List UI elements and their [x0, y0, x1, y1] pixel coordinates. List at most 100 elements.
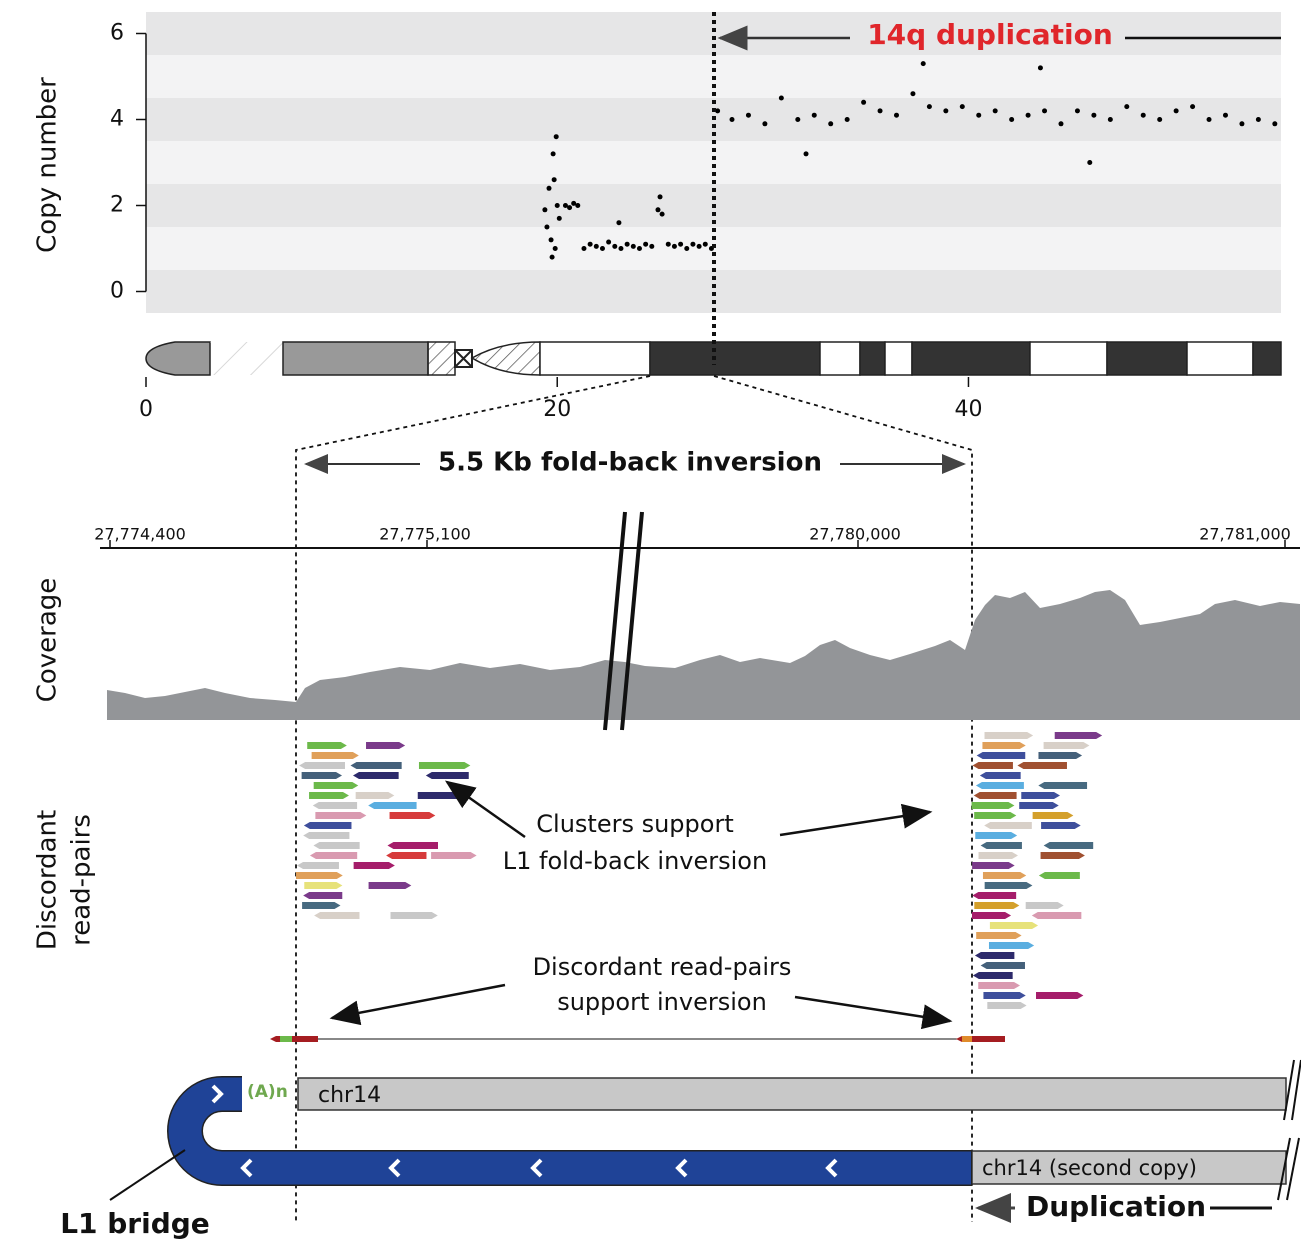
read	[974, 812, 1017, 819]
read	[314, 912, 360, 919]
read	[971, 912, 1012, 919]
point	[657, 194, 663, 200]
point	[616, 220, 622, 226]
y-tick-label: 2	[110, 193, 124, 218]
point	[702, 241, 708, 247]
point	[587, 241, 593, 247]
point	[665, 241, 671, 247]
read	[984, 882, 1033, 889]
discordant-label: Discordant	[33, 810, 63, 950]
point	[920, 61, 926, 67]
read	[972, 862, 1015, 869]
point	[1042, 108, 1048, 114]
reads	[296, 732, 1103, 1009]
point	[659, 211, 665, 217]
chr14-label: chr14	[318, 1083, 381, 1108]
point	[552, 246, 558, 251]
point	[544, 224, 550, 230]
read	[974, 902, 1020, 909]
point	[803, 151, 809, 157]
point	[715, 108, 721, 114]
read	[313, 782, 359, 789]
zoom-lines	[295, 375, 973, 1222]
point	[762, 121, 768, 127]
arrow	[779, 803, 933, 837]
point	[1239, 121, 1245, 127]
point	[696, 243, 702, 249]
read	[350, 762, 402, 769]
point	[690, 241, 696, 247]
read	[983, 992, 1026, 999]
read	[1038, 752, 1083, 759]
arrow	[444, 780, 526, 839]
read	[386, 852, 427, 859]
read	[313, 842, 360, 849]
read	[303, 822, 352, 829]
point	[1058, 121, 1064, 127]
read	[1017, 762, 1067, 769]
point	[1025, 112, 1031, 118]
point	[553, 134, 559, 140]
read	[312, 802, 358, 809]
note: L1 fold-back inversion	[503, 847, 767, 875]
read	[309, 852, 358, 859]
point	[1074, 108, 1080, 114]
read	[1038, 872, 1080, 879]
point	[1206, 117, 1212, 122]
read	[355, 792, 395, 799]
point	[729, 117, 735, 122]
read	[988, 942, 1035, 949]
discordant-label: read-pairs	[67, 814, 97, 946]
read	[425, 772, 469, 779]
x-tick-label: 0	[139, 397, 153, 422]
chr14-copy-label: chr14 (second copy)	[982, 1156, 1197, 1180]
point	[910, 91, 916, 97]
point	[606, 239, 612, 245]
coord-label: 27,781,000	[1199, 525, 1291, 544]
arrow	[329, 983, 506, 1026]
coord-ticks	[109, 540, 1286, 548]
coord-label: 27,774,400	[94, 525, 186, 544]
point	[877, 108, 883, 114]
read	[976, 752, 1026, 759]
x-tick-label: 20	[543, 397, 571, 422]
point	[828, 121, 834, 127]
y-tick-label: 6	[110, 21, 124, 46]
read	[979, 772, 1021, 779]
point	[1140, 112, 1146, 118]
point	[684, 246, 690, 251]
read	[982, 742, 1026, 749]
read	[299, 762, 346, 769]
point	[551, 177, 557, 183]
read	[972, 762, 1013, 769]
read	[1043, 842, 1094, 849]
read	[387, 842, 439, 849]
point	[1222, 112, 1228, 118]
arrow	[794, 995, 953, 1030]
read	[1031, 912, 1082, 919]
point	[992, 108, 998, 114]
read	[353, 862, 395, 869]
read	[304, 882, 343, 889]
read	[366, 742, 406, 749]
point	[649, 243, 655, 249]
point	[1087, 160, 1093, 165]
read	[980, 962, 1025, 969]
point	[542, 207, 548, 213]
point	[636, 246, 642, 251]
read	[311, 752, 359, 759]
read	[389, 812, 436, 819]
read-pair	[270, 1036, 1005, 1042]
chevrons	[211, 1084, 838, 1178]
read	[390, 912, 438, 919]
point	[1124, 104, 1130, 110]
point	[643, 241, 649, 247]
point	[1272, 121, 1278, 127]
read	[1025, 902, 1064, 909]
plot-background	[146, 12, 1281, 313]
point	[778, 95, 784, 101]
ideogram	[145, 341, 1282, 376]
duplication-label: Duplication	[1026, 1190, 1206, 1223]
coord-label: 27,775,100	[379, 525, 471, 544]
